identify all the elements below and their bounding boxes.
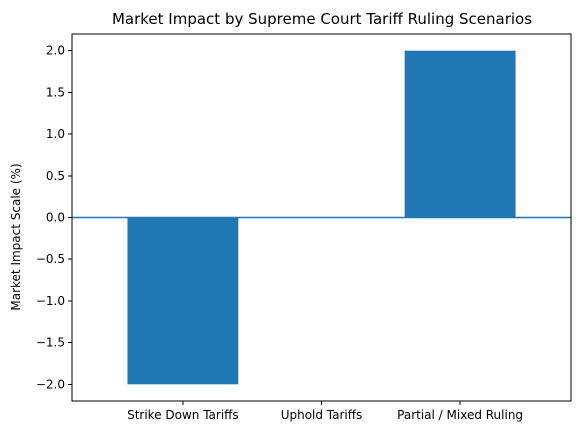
x-tick-label: Partial / Mixed Ruling xyxy=(397,408,523,422)
x-axis: Strike Down Tariffs Uphold Tariffs Partial… xyxy=(127,401,523,422)
bar-0 xyxy=(127,217,239,385)
y-tick-label: 1.0 xyxy=(46,127,65,141)
y-axis-label: Market Impact Scale (%) xyxy=(9,163,23,310)
plot-frame xyxy=(71,33,572,402)
x-tick-label: Uphold Tariffs xyxy=(281,408,363,422)
y-tick-label: −1.0 xyxy=(36,294,65,308)
chart-title: Market Impact by Supreme Court Tariff Ru… xyxy=(112,10,532,28)
y-tick-label: 0.0 xyxy=(46,211,65,225)
y-tick-label: −1.5 xyxy=(36,336,65,350)
bar-2 xyxy=(404,50,516,218)
y-axis: −2.0 −1.5 −1.0 −0.5 0.0 0.5 1.0 1.5 2.0 xyxy=(36,44,72,391)
y-tick-label: 0.5 xyxy=(46,169,65,183)
y-tick-label: −0.5 xyxy=(36,252,65,266)
y-tick-label: 2.0 xyxy=(46,44,65,58)
x-tick-label: Strike Down Tariffs xyxy=(127,408,239,422)
y-tick-label: −2.0 xyxy=(36,377,65,391)
y-tick-label: 1.5 xyxy=(46,85,65,99)
bars-layer xyxy=(127,50,516,385)
